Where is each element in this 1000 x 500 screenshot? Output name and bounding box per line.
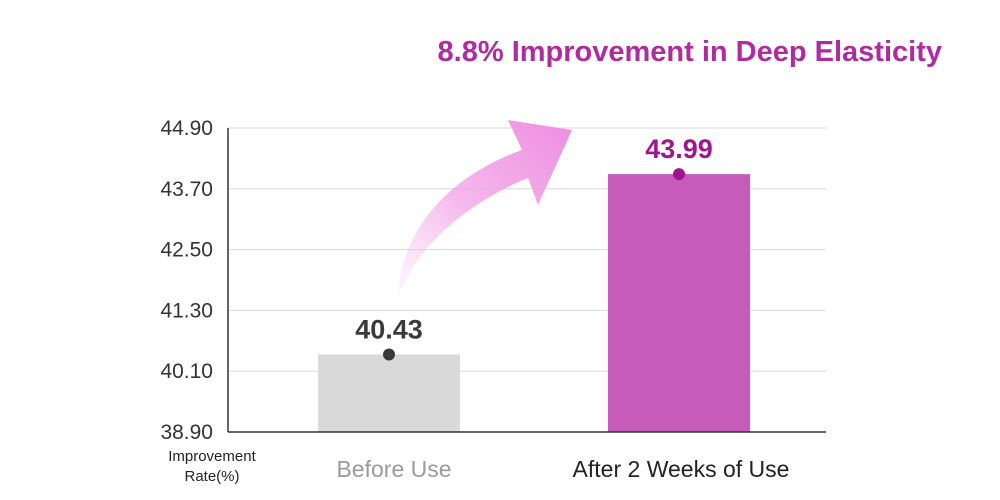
axes xyxy=(227,128,826,433)
labels: 38.90 40.10 41.30 42.50 43.70 44.90 40.43 Befor… xyxy=(160,117,789,485)
bar xyxy=(608,174,750,432)
bars xyxy=(318,174,750,432)
value-marker-dot xyxy=(383,348,395,361)
bar xyxy=(318,354,460,432)
x-category-label: After 2 Weeks of Use xyxy=(573,456,790,482)
value-marker-dot xyxy=(673,168,685,181)
y-axis-label: Rate(%) xyxy=(184,468,239,485)
y-tick-label: 44.90 xyxy=(160,117,213,140)
y-tick-label: 40.10 xyxy=(160,360,213,383)
chart-title: 8.8% Improvement in Deep Elasticity xyxy=(437,36,942,68)
x-category-label: Before Use xyxy=(336,456,451,482)
data-label: 40.43 xyxy=(355,314,423,344)
y-tick-label: 41.30 xyxy=(160,299,213,322)
y-tick-label: 43.70 xyxy=(160,178,213,201)
y-tick-label: 38.90 xyxy=(160,421,213,444)
y-tick-label: 42.50 xyxy=(160,239,213,262)
y-axis-label: Improvement xyxy=(168,448,256,465)
growth-arrow-icon xyxy=(398,120,572,298)
data-label: 43.99 xyxy=(645,134,713,164)
